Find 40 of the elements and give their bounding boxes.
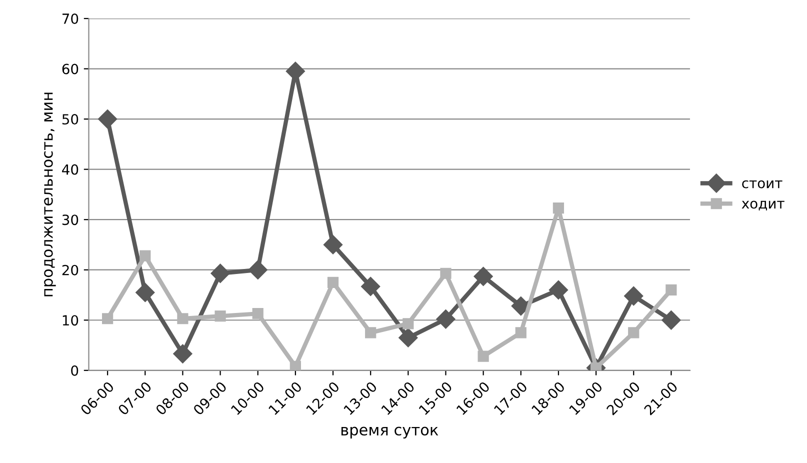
point bbox=[624, 286, 644, 306]
point bbox=[214, 310, 226, 322]
y-tick-label: 50 bbox=[62, 114, 78, 125]
y-axis-title: продолжительность, мин bbox=[44, 92, 56, 296]
point bbox=[140, 250, 151, 262]
point bbox=[398, 328, 418, 348]
y-tick-label: 40 bbox=[62, 164, 78, 175]
point bbox=[102, 313, 114, 324]
point bbox=[515, 327, 526, 338]
point bbox=[402, 318, 414, 330]
point bbox=[478, 350, 489, 362]
point bbox=[248, 260, 268, 280]
y-tick-label: 30 bbox=[62, 214, 78, 226]
x-axis-title: время суток bbox=[341, 426, 438, 439]
point bbox=[436, 310, 456, 329]
point bbox=[177, 313, 188, 324]
point bbox=[290, 360, 301, 370]
y-tick-label: 60 bbox=[62, 64, 78, 74]
point bbox=[474, 266, 493, 286]
point bbox=[552, 202, 564, 214]
point bbox=[666, 284, 677, 296]
point bbox=[173, 344, 192, 364]
point bbox=[323, 235, 343, 254]
point bbox=[548, 280, 568, 300]
y-tick-label: 0 bbox=[71, 365, 78, 376]
point bbox=[327, 276, 339, 288]
point bbox=[252, 308, 264, 320]
point bbox=[98, 110, 118, 129]
point bbox=[361, 276, 380, 296]
y-tick-label: 20 bbox=[62, 264, 78, 276]
point bbox=[210, 264, 230, 283]
legend-label: стоит bbox=[742, 180, 782, 188]
point bbox=[365, 327, 376, 338]
point bbox=[136, 282, 155, 302]
point bbox=[662, 310, 681, 330]
point bbox=[628, 327, 640, 338]
point bbox=[440, 268, 452, 279]
legend-label: ходит bbox=[742, 200, 784, 210]
y-tick-label: 10 bbox=[62, 315, 78, 326]
y-tick-label: 70 bbox=[62, 13, 78, 24]
